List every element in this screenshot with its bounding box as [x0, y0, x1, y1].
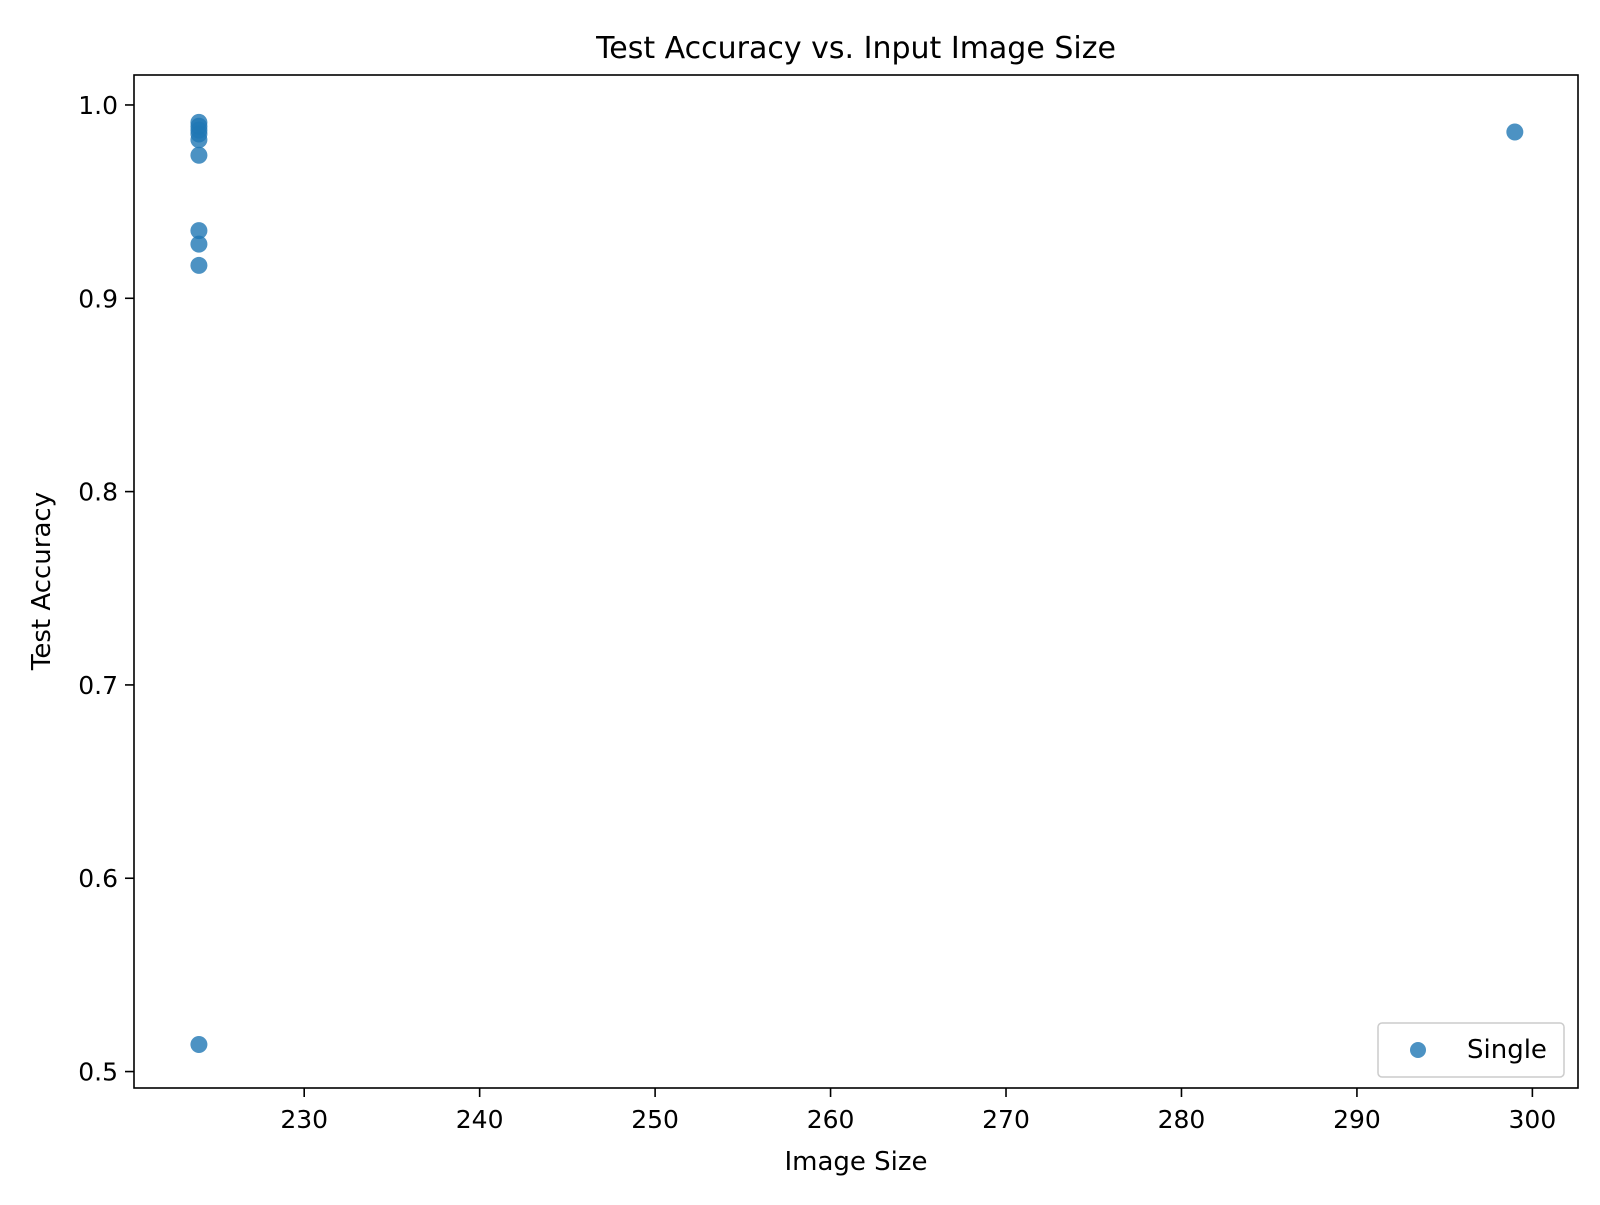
- y-axis-label: Test Accuracy: [27, 492, 57, 671]
- x-axis: 230 240 250 260 270 280 290 300: [280, 1088, 1556, 1134]
- plot-frame: [133, 74, 1579, 1089]
- x-tick-label-6: 290: [1333, 1105, 1381, 1134]
- data-point-0-8: [190, 256, 208, 274]
- x-tick-label-4: 270: [982, 1105, 1030, 1134]
- legend-label: Single: [1467, 1035, 1547, 1065]
- x-tick-label-5: 280: [1158, 1105, 1206, 1134]
- x-tick-label-0: 230: [280, 1105, 328, 1134]
- data-point-0-5: [190, 146, 208, 164]
- y-tick-label-1: 0.6: [78, 864, 118, 893]
- x-tick-label-3: 260: [807, 1105, 855, 1134]
- data-point-0-9: [190, 1036, 208, 1054]
- y-tick-label-5: 1.0: [78, 91, 118, 120]
- x-tick-label-1: 240: [456, 1105, 504, 1134]
- data-point-0-7: [190, 235, 208, 253]
- legend-marker: [1410, 1042, 1426, 1058]
- y-tick-label-0: 0.5: [78, 1058, 118, 1087]
- scatter-points: [190, 113, 1524, 1054]
- y-tick-label-2: 0.7: [78, 671, 118, 700]
- data-point-0-4: [190, 131, 208, 149]
- chart-title: Test Accuracy vs. Input Image Size: [595, 31, 1116, 66]
- x-axis-label: Image Size: [784, 1147, 927, 1177]
- legend-box: [1377, 1022, 1565, 1078]
- x-tick-label-2: 250: [631, 1105, 679, 1134]
- legend: Single: [1377, 1022, 1565, 1078]
- y-tick-label-4: 0.9: [78, 284, 118, 313]
- y-axis: 0.5 0.6 0.7 0.8 0.9 1.0: [78, 91, 134, 1087]
- y-tick-label-3: 0.8: [78, 478, 118, 507]
- data-point-0-10: [1506, 123, 1524, 141]
- plot-area: [133, 74, 1579, 1089]
- x-tick-label-7: 300: [1509, 1105, 1557, 1134]
- data-point-0-6: [190, 222, 208, 240]
